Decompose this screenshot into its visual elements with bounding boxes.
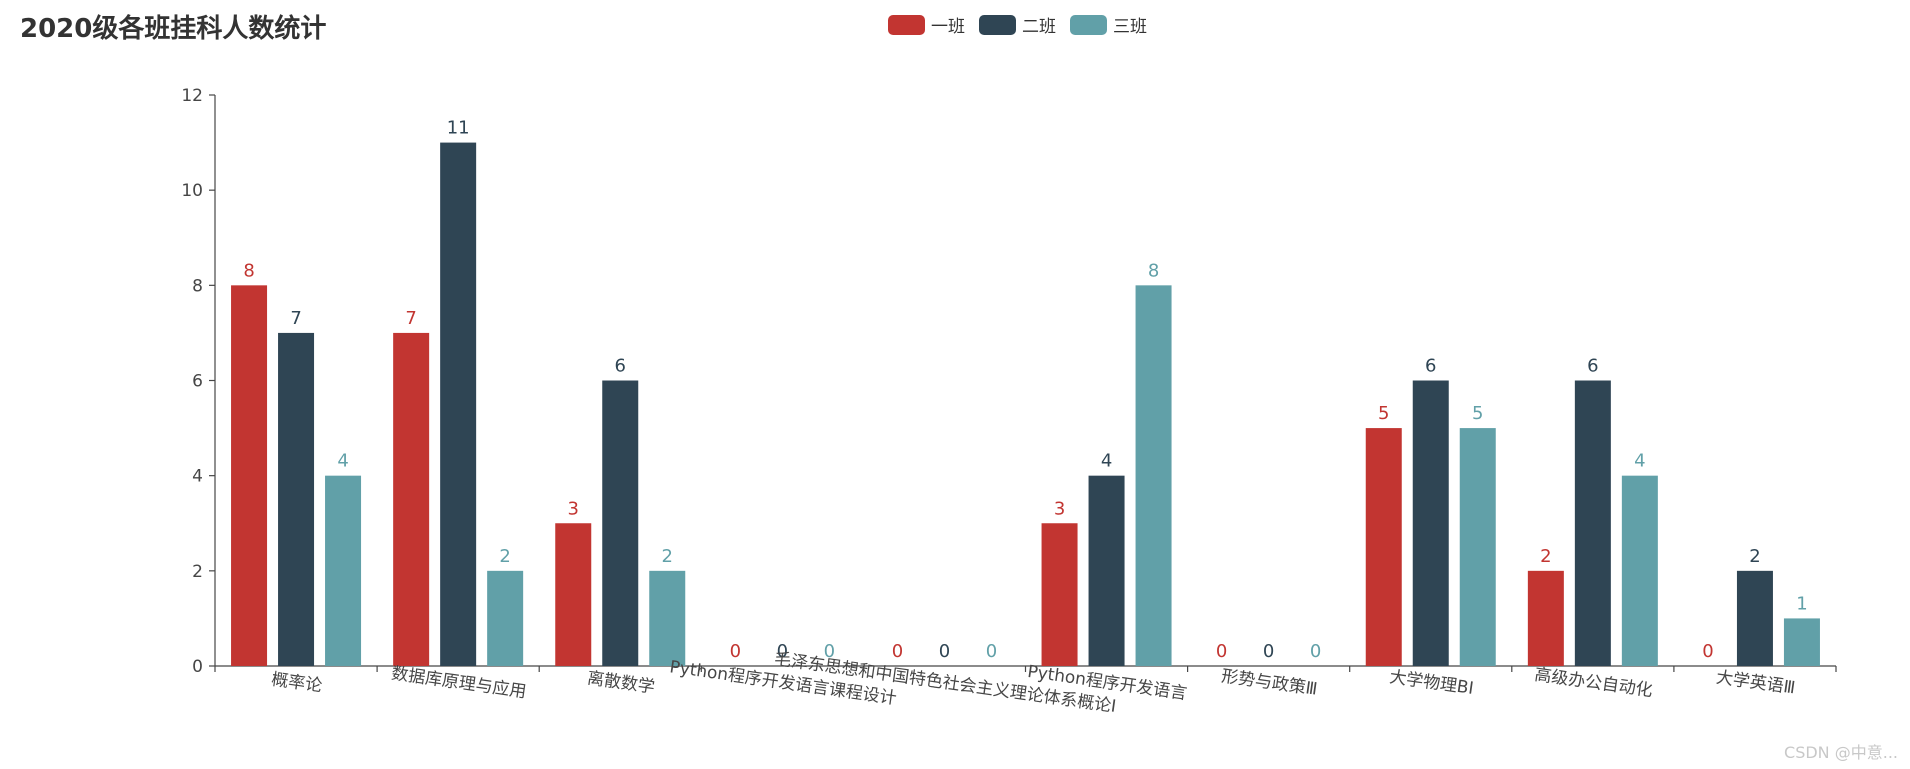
x-tick-label: 大学英语Ⅲ	[1715, 668, 1797, 699]
bar	[278, 332, 315, 666]
bar	[1574, 380, 1611, 666]
data-label: 3	[1054, 498, 1065, 519]
data-label: 7	[405, 308, 416, 329]
data-label: 0	[939, 641, 950, 662]
data-label: 2	[1749, 546, 1760, 567]
legend-label: 一班	[931, 17, 965, 37]
bar	[1041, 523, 1078, 666]
legend-swatch	[979, 14, 1016, 35]
bar	[555, 523, 592, 666]
bar	[1736, 570, 1773, 666]
watermark: CSDN @中意...	[1784, 743, 1898, 762]
bar	[1783, 618, 1820, 666]
y-tick-label: 0	[192, 657, 203, 677]
x-tick-label: 数据库原理与应用	[390, 664, 527, 703]
legend-item[interactable]: 一班	[888, 12, 965, 37]
x-tick-label: 高级办公自动化	[1533, 665, 1654, 701]
bar	[602, 380, 639, 666]
data-label: 4	[1101, 451, 1112, 472]
bar	[487, 570, 524, 666]
y-tick-label: 4	[192, 467, 203, 487]
bar	[393, 332, 430, 666]
data-label: 2	[1540, 546, 1551, 567]
data-label: 0	[1702, 641, 1713, 662]
data-label: 0	[892, 641, 903, 662]
data-label: 11	[447, 118, 470, 139]
bar	[1365, 428, 1402, 666]
x-tick-label: 离散数学	[586, 668, 656, 697]
data-label: 5	[1472, 403, 1483, 424]
bar	[440, 142, 477, 667]
data-label: 0	[777, 641, 788, 662]
data-label: 7	[290, 308, 301, 329]
data-label: 0	[986, 641, 997, 662]
data-label: 0	[730, 641, 741, 662]
bar	[649, 570, 686, 666]
y-tick-label: 12	[181, 86, 203, 106]
legend-item[interactable]: 三班	[1070, 12, 1147, 37]
bar	[1088, 475, 1125, 666]
y-tick-label: 8	[192, 276, 203, 296]
bar	[1135, 285, 1172, 666]
bar	[1527, 570, 1564, 666]
y-tick-label: 6	[192, 372, 203, 392]
x-tick-label: 形势与政策Ⅲ	[1220, 666, 1319, 699]
data-label: 0	[1263, 641, 1274, 662]
legend-swatch	[1070, 14, 1107, 35]
legend-swatch	[888, 14, 925, 35]
data-label: 6	[1587, 356, 1598, 377]
legend-item[interactable]: 二班	[979, 12, 1056, 37]
data-label: 0	[1310, 641, 1321, 662]
bar	[1459, 428, 1496, 666]
y-tick-label: 10	[181, 181, 203, 201]
data-label: 4	[1634, 451, 1645, 472]
x-tick-label: 大学物理BⅠ	[1388, 667, 1475, 699]
chart-title: 2020级各班挂科人数统计	[20, 14, 327, 44]
bar	[325, 475, 362, 666]
data-label: 8	[1148, 260, 1159, 281]
data-label: 8	[243, 260, 254, 281]
bar	[231, 285, 268, 666]
data-label: 4	[337, 451, 348, 472]
data-label: 6	[615, 356, 626, 377]
data-label: 0	[1216, 641, 1227, 662]
data-label: 2	[499, 546, 510, 567]
data-label: 3	[568, 498, 579, 519]
bar	[1412, 380, 1449, 666]
legend-label: 三班	[1113, 17, 1147, 37]
data-label: 6	[1425, 356, 1436, 377]
y-tick-label: 2	[192, 562, 203, 582]
legend-label: 二班	[1022, 17, 1056, 37]
data-label: 5	[1378, 403, 1389, 424]
bar	[1621, 475, 1658, 666]
data-label: 2	[662, 546, 673, 567]
x-tick-label: 概率论	[270, 670, 323, 697]
data-label: 0	[824, 641, 835, 662]
data-label: 1	[1796, 593, 1807, 614]
legend: 一班 二班 三班	[888, 12, 1147, 37]
